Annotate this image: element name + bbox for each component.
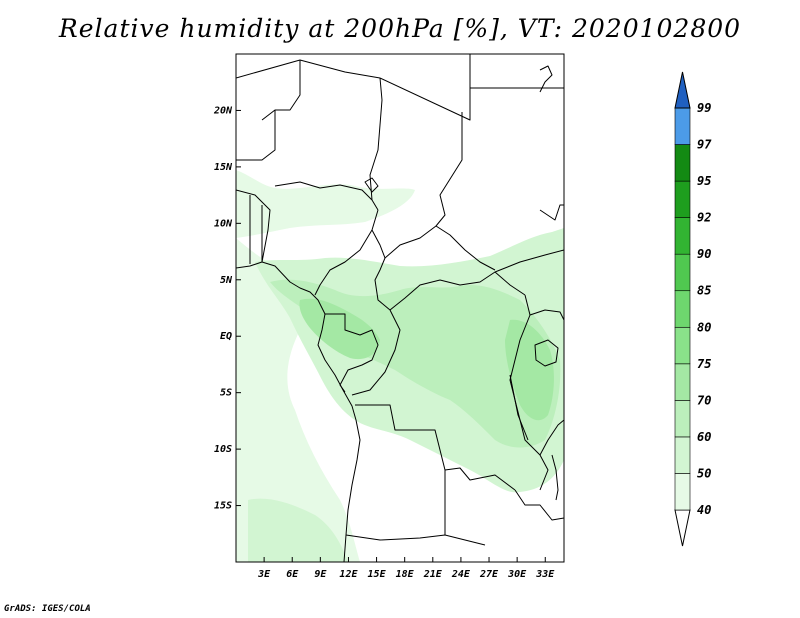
border-mali-south xyxy=(236,110,276,161)
lon-tick-label: 9E xyxy=(314,569,327,580)
colorbar-label: 80 xyxy=(697,320,711,334)
lon-tick-label: 6E xyxy=(286,569,299,580)
border-car-south xyxy=(389,271,526,311)
lon-tick-label: 18E xyxy=(396,569,415,580)
lat-tick-label: 10N xyxy=(214,218,233,229)
border-libya-chad xyxy=(379,54,471,121)
colorbar-segment xyxy=(674,107,691,145)
border-uganda-kenya xyxy=(529,309,564,321)
border-algeria-niger xyxy=(236,59,381,79)
lat-tick-label: 5S xyxy=(220,388,232,399)
lat-tick-label: 15S xyxy=(214,501,232,512)
border-south-sudan xyxy=(494,249,564,273)
lake-chad xyxy=(364,177,379,193)
colorbar-label: 40 xyxy=(697,503,711,517)
lake-victoria xyxy=(534,339,559,367)
colorbar-label: 97 xyxy=(697,138,712,152)
lon-tick-label: 3E xyxy=(257,569,271,580)
lon-tick-label: 15E xyxy=(368,569,387,580)
lake-tanganyika xyxy=(509,374,529,441)
lon-tick-label: 27E xyxy=(479,569,499,580)
lat-tick-label: EQ xyxy=(220,331,232,342)
colorbar-segment xyxy=(674,326,691,365)
map-frame xyxy=(235,53,565,563)
border-ethiopia xyxy=(539,204,564,221)
lake-malawi xyxy=(551,454,559,501)
credit-text: GrADS: IGES/COLA xyxy=(4,604,91,614)
colorbar-segment xyxy=(674,290,691,328)
border-burkina xyxy=(236,189,271,263)
colorbar-label: 60 xyxy=(697,430,711,444)
border-benin-togo xyxy=(249,195,263,264)
colorbar-label: 70 xyxy=(697,393,711,407)
lat-tick-label: 20N xyxy=(213,105,233,116)
border-tanzania xyxy=(539,419,564,456)
humidity-area-congo-basin xyxy=(299,298,380,360)
colorbar-top-arrow xyxy=(674,71,691,109)
border-mali xyxy=(261,60,301,121)
colorbar-label: 50 xyxy=(697,466,711,480)
lon-tick-label: 12E xyxy=(339,569,358,580)
lat-tick-label: 15N xyxy=(214,162,233,173)
lon-tick-label: 30E xyxy=(507,569,527,580)
colorbar-segment xyxy=(674,217,691,255)
red-sea-coast xyxy=(539,65,553,93)
colorbar-segment xyxy=(674,363,691,401)
longitude-axis: 3E 6E 9E 12E 15E 18E 21E 24E 27E 30E 33E xyxy=(257,557,555,580)
colorbar-segment xyxy=(674,400,691,438)
lat-tick-label: 10S xyxy=(214,444,232,455)
lon-tick-label: 21E xyxy=(423,569,443,580)
border-niger-chad xyxy=(369,77,383,201)
humidity-area-southwest xyxy=(248,498,348,562)
border-angola-namibia xyxy=(345,534,486,546)
humidity-area-east-core xyxy=(505,319,554,421)
lon-tick-label: 33E xyxy=(535,569,555,580)
coastline-west-africa xyxy=(236,261,361,562)
border-car-chad xyxy=(384,225,496,271)
colorbar-label: 95 xyxy=(697,174,711,188)
colorbar-label: 99 xyxy=(697,101,711,115)
humidity-area-west xyxy=(236,238,360,562)
colorbar-segment xyxy=(674,144,691,182)
colorbar-label: 92 xyxy=(697,211,711,225)
colorbar-segment xyxy=(674,436,691,474)
border-zambia-east xyxy=(514,489,564,521)
border-sudan-west xyxy=(435,112,463,227)
map-title: Relative humidity at 200hPa [%], VT: 202… xyxy=(58,14,742,43)
colorbar-label: 85 xyxy=(697,284,711,298)
lon-tick-label: 24E xyxy=(451,569,471,580)
border-cameroon-car xyxy=(371,229,391,311)
colorbar-label: 90 xyxy=(697,247,711,261)
lat-tick-label: 5N xyxy=(220,275,233,286)
humidity-shading xyxy=(236,170,564,562)
border-drc-angola xyxy=(355,404,516,491)
colorbar-segment xyxy=(674,180,691,218)
colorbar: 40 50 60 70 75 80 85 90 92 95 97 99 xyxy=(674,71,712,547)
humidity-area-northwest xyxy=(236,170,415,238)
colorbar-segment xyxy=(674,473,691,511)
colorbar-label: 75 xyxy=(697,357,711,371)
colorbar-segment xyxy=(674,253,691,292)
border-gabon-congo xyxy=(325,313,379,393)
latitude-axis: 20N 15N 10N 5N EQ 5S 10S 15S xyxy=(213,105,241,512)
colorbar-bottom-arrow xyxy=(674,509,691,547)
border-congo-drc xyxy=(351,309,401,396)
country-borders xyxy=(236,54,564,562)
